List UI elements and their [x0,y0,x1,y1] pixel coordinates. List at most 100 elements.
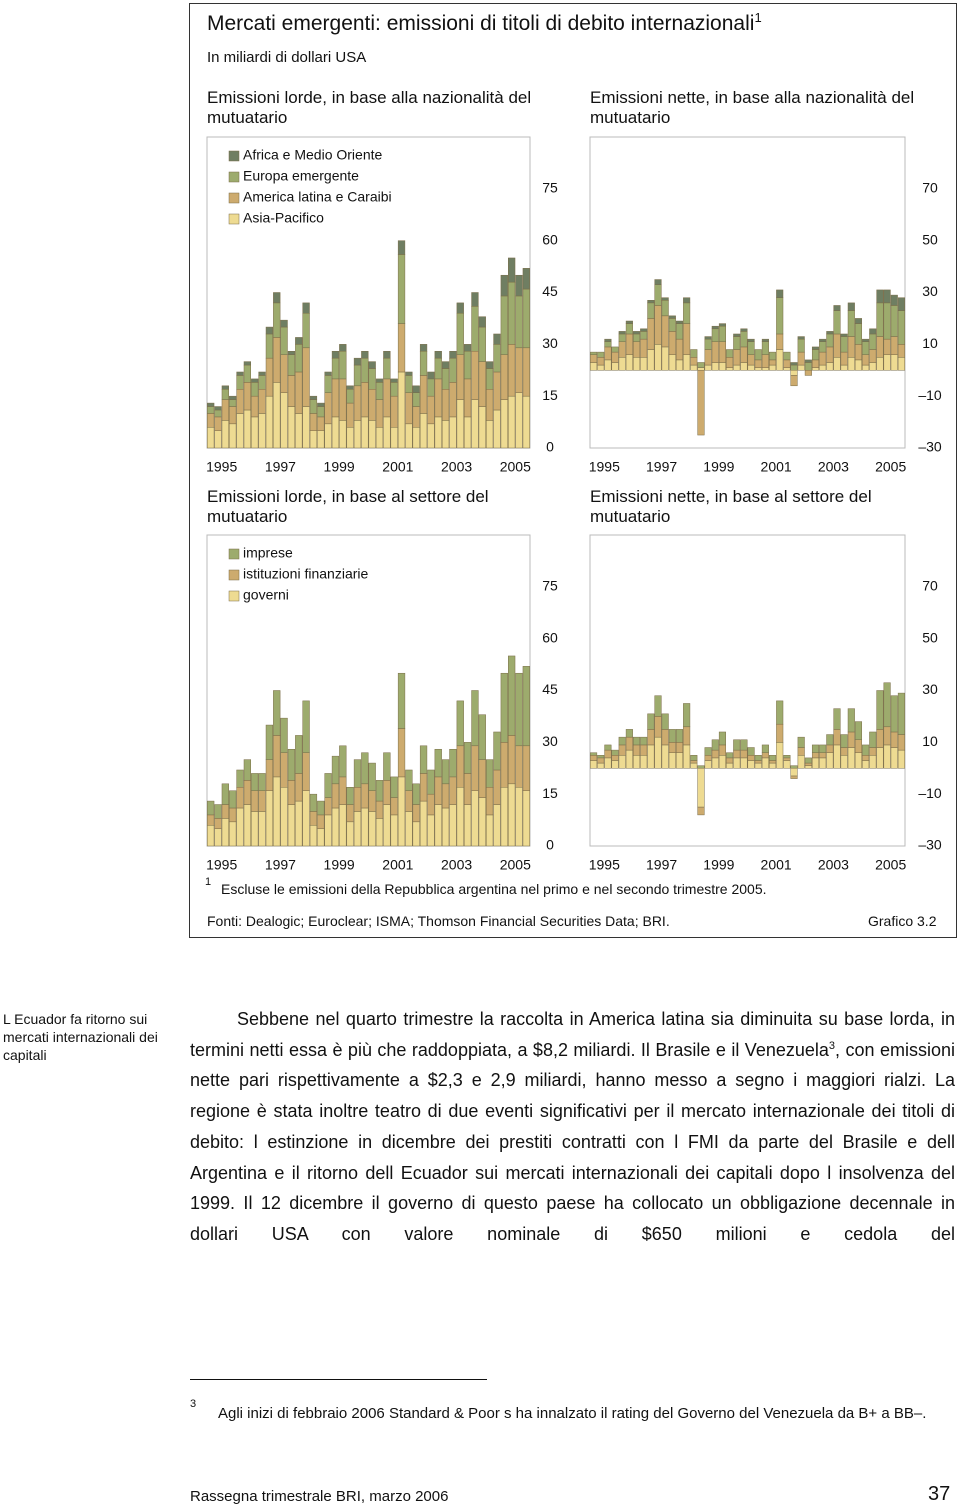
bar-segment [833,357,841,371]
bar-segment [804,362,812,371]
bar-segment [747,760,755,769]
bar-segment [597,762,605,769]
bar-segment [640,328,648,332]
bar-segment [876,289,884,304]
bar-segment [405,375,413,393]
bar-segment [456,399,464,449]
bar-segment [869,362,877,371]
bar-segment [471,350,479,400]
bar-segment [632,736,641,746]
bar-segment [618,341,626,358]
panel-title: Emissioni nette, in base alla nazionalit… [590,88,915,127]
footnote-mark: 3 [190,1398,197,1410]
bar-segment [811,349,820,361]
bar-segment [654,305,662,345]
bar-segment [280,326,288,355]
bar-segment [754,359,762,368]
bar-segment [207,825,215,847]
bar-segment [324,392,332,425]
bar-segment [419,773,428,802]
bar-segment [361,350,369,359]
bar-segment [485,389,494,421]
bar-segment [419,344,428,352]
x-tick-label: 2003 [441,857,472,873]
bar-segment [819,757,827,769]
bar-segment [493,333,501,345]
bar-segment [456,745,464,788]
x-tick-label: 2003 [818,857,849,873]
bar-segment [265,724,274,760]
bar-segment [632,331,641,335]
bar-segment [353,357,362,366]
bar-segment [647,349,655,371]
bar-segment [718,731,726,746]
bar-segment [790,370,798,376]
bar-segment [833,708,841,730]
bar-segment [747,755,755,761]
bar-segment [854,323,863,345]
bar-segment [754,760,762,764]
bar-segment [265,759,274,791]
bar-segment [675,752,684,769]
bar-segment [776,723,784,743]
bar-segment [287,375,296,407]
plot-area [206,136,531,449]
bar-segment [618,331,626,335]
bar-segment [317,430,325,449]
bar-segment [375,427,384,449]
bar-segment [229,423,237,449]
bar-segment [522,790,530,847]
bar-segment [419,350,428,376]
bar-segment [840,747,848,756]
bar-segment [733,333,741,337]
bar-segment [618,333,626,342]
bar-segment [353,811,362,847]
bar-segment [897,749,905,769]
bar-segment [353,420,362,449]
bar-segment [761,367,769,371]
bar-segment [280,392,288,449]
bar-segment [229,395,237,400]
y-tick-label: –10 [918,387,942,403]
bar-segment [811,346,820,350]
bar-segment [604,749,612,759]
bar-segment [611,346,619,353]
x-tick-label: 2001 [382,857,413,873]
bar-segment [811,367,820,371]
bar-segment [761,744,769,753]
bar-segment [236,807,244,847]
bar-segment [251,790,259,812]
bar-segment [740,331,748,348]
bar-segment [869,349,877,363]
bar-segment [258,811,266,847]
bar-segment [251,378,259,383]
bar-segment [769,762,777,769]
bar-segment [280,354,288,393]
bar-segment [375,818,384,847]
bar-segment [854,344,863,361]
bar-segment [690,364,698,371]
bar-segment [346,427,354,449]
bar-segment [478,406,486,449]
bar-segment [207,800,215,816]
bar-segment [604,346,612,361]
bar-segment [897,357,905,371]
bar-segment [478,361,486,407]
bar-segment [441,783,450,809]
bar-segment [331,357,340,380]
bar-segment [419,800,428,847]
bar-segment [493,409,501,449]
bar-segment [463,344,472,352]
bar-segment [508,257,516,283]
y-tick-label: 15 [542,785,558,801]
y-tick-label: 50 [922,231,938,247]
bar-segment [761,752,769,759]
bar-segment [361,783,369,809]
bar-segment [295,337,303,345]
x-tick-label: 1999 [703,459,734,475]
y-tick-label: 0 [546,837,554,853]
bar-segment [214,409,222,418]
bar-segment [776,333,784,350]
bar-segment [515,274,523,297]
